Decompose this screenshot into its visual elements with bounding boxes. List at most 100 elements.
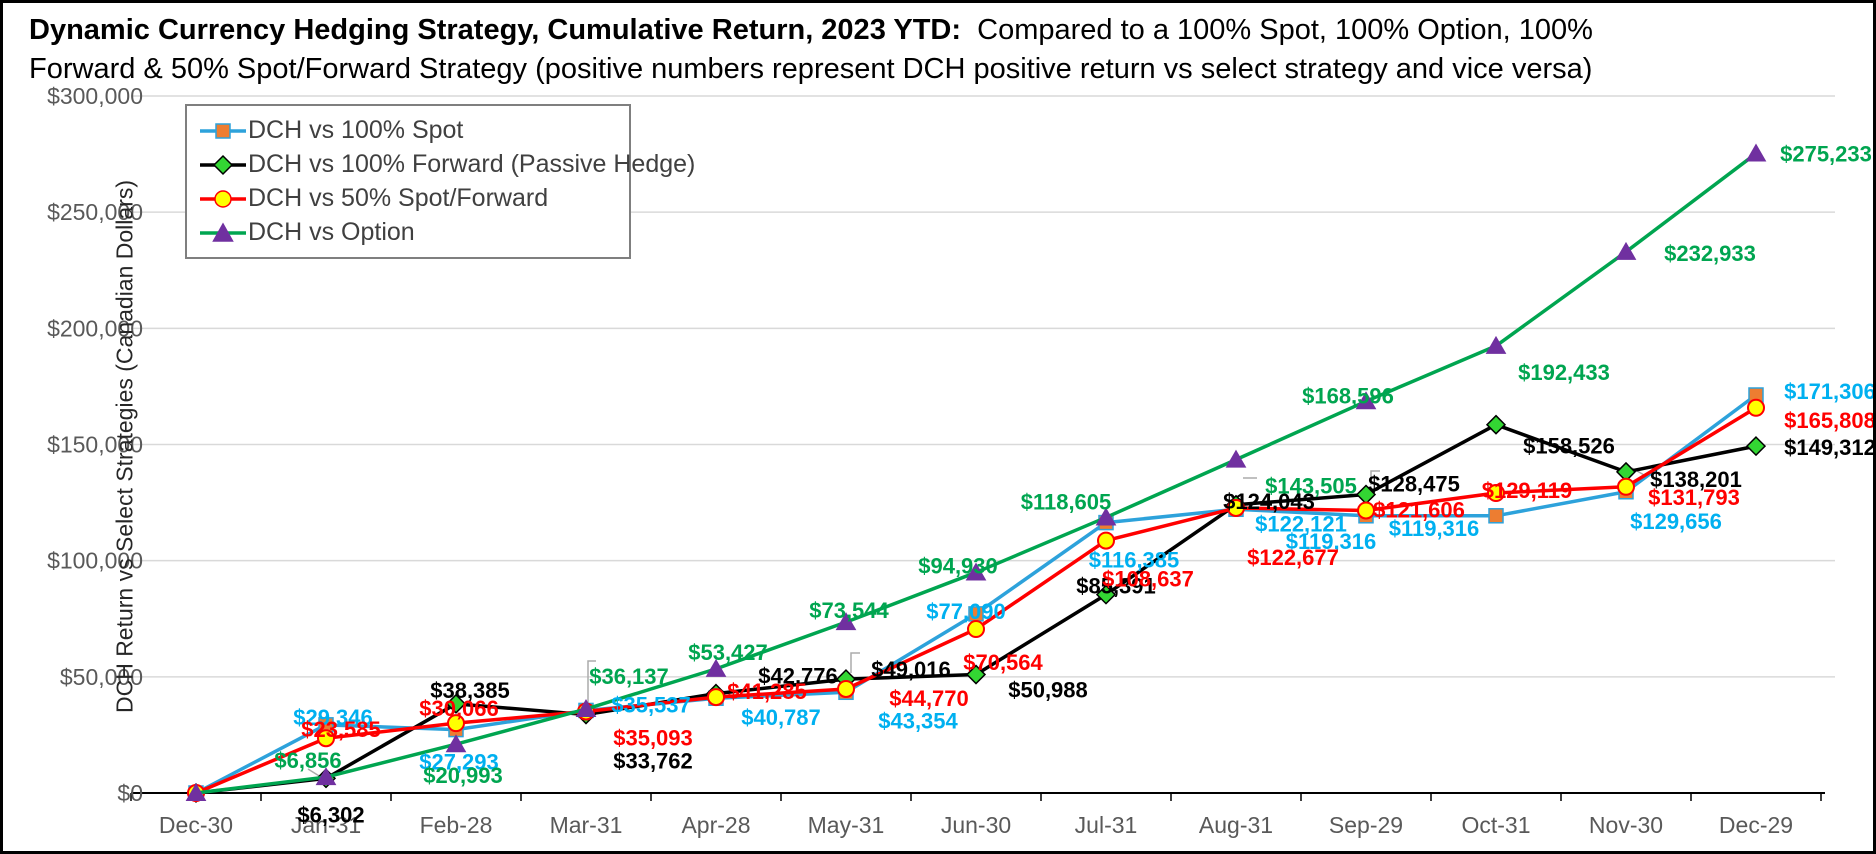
data-label: $108,637 (1102, 567, 1194, 592)
legend-item-2: DCH vs 100% Forward (Passive Hedge) (199, 149, 695, 180)
circle-marker (317, 729, 335, 748)
data-label: $77,090 (926, 599, 1006, 624)
label-leader-line (850, 652, 860, 673)
legend-swatch-square (200, 122, 246, 139)
data-label: $165,808 (1784, 408, 1876, 433)
y-axis-title: DCH Return vs Select Strategies (Canadia… (111, 179, 138, 714)
data-label: $35,093 (613, 725, 693, 750)
data-label: $118,605 (1021, 489, 1112, 514)
x-tick-label: Mar-31 (550, 812, 623, 838)
legend-item-4: DCH vs Option (199, 217, 619, 248)
data-label: $124,043 (1223, 489, 1315, 514)
y-tick-label: $250,000 (47, 199, 143, 225)
legend-item-1: DCH vs 100% Spot (199, 115, 619, 146)
x-tick-label: Dec-29 (1719, 812, 1793, 838)
x-tick-label: May-31 (808, 812, 885, 838)
data-label: $41,285 (727, 679, 807, 704)
data-label: $275,233 (1780, 142, 1872, 167)
data-label: $138,201 (1650, 467, 1742, 492)
x-tick-label: Dec-30 (159, 812, 233, 838)
circle-marker (707, 688, 725, 707)
diamond-marker (965, 664, 987, 685)
data-label: $119,316 (1286, 529, 1377, 554)
circle-marker (967, 620, 985, 639)
data-label: $192,433 (1518, 360, 1610, 385)
diamond-marker (1745, 436, 1767, 457)
circle-marker (837, 679, 855, 698)
triangle-marker-icon (212, 221, 234, 242)
x-tick-label: Feb-28 (420, 812, 493, 838)
circle-marker (1357, 501, 1375, 520)
triangle-marker (315, 767, 337, 786)
data-label: $129,656 (1630, 509, 1722, 534)
data-label: $6,302 (297, 802, 364, 827)
chart-title-rest: Compared to a 100% Spot, 100% Option, 10… (29, 14, 1602, 85)
triangle-marker (185, 782, 207, 801)
data-label: $49,016 (871, 657, 951, 682)
chart-title: Dynamic Currency Hedging Strategy, Cumul… (29, 11, 1609, 89)
triangle-marker (1095, 507, 1117, 526)
data-label: $50,988 (1008, 678, 1088, 703)
legend-swatch-diamond (200, 154, 246, 175)
circle-marker (1747, 398, 1765, 417)
x-tick-label: Apr-28 (681, 812, 750, 838)
circle-marker (1617, 477, 1635, 496)
label-leader-line (587, 660, 596, 703)
legend-swatch-circle (200, 189, 246, 208)
data-label: $27,293 (419, 750, 499, 775)
label-leader-line (1370, 470, 1380, 485)
data-label: $121,606 (1373, 497, 1465, 522)
data-label: $70,564 (963, 650, 1043, 675)
series-line-1 (195, 393, 1758, 795)
triangle-marker (575, 699, 597, 718)
triangle-marker (1225, 449, 1247, 468)
data-label: $122,677 (1247, 545, 1339, 570)
data-label: $128,475 (1368, 472, 1460, 497)
data-label: $38,385 (430, 678, 510, 703)
data-label: $149,312 (1784, 435, 1876, 460)
data-label: $116,385 (1089, 548, 1180, 573)
triangle-marker (1615, 241, 1637, 260)
y-tick-label: $50,000 (60, 664, 143, 690)
legend-label: DCH vs 100% Forward (Passive Hedge) (248, 150, 696, 178)
data-label: $53,427 (688, 640, 768, 665)
data-label: $23,585 (301, 717, 381, 742)
circle-marker-icon (214, 189, 232, 208)
data-label: $143,505 (1265, 474, 1357, 499)
data-label: $35,537 (611, 692, 691, 717)
data-label: $168,596 (1302, 383, 1394, 408)
legend: DCH vs 100% Spot DCH vs 100% Forward (Pas… (185, 104, 695, 259)
chart-title-bold: Dynamic Currency Hedging Strategy, Cumul… (29, 14, 962, 46)
circle-marker (1487, 484, 1505, 503)
y-tick-label: $100,000 (47, 548, 143, 574)
x-tick-label: Sep-29 (1329, 812, 1403, 838)
data-label: $44,770 (889, 686, 969, 711)
y-tick-label: $0 (117, 780, 143, 806)
x-tick-label: Jun-30 (941, 812, 1011, 838)
legend-label: DCH vs 100% Spot (248, 116, 464, 144)
data-label: $36,137 (589, 664, 669, 689)
data-label: $94,930 (918, 553, 998, 578)
data-label: $122,121 (1255, 511, 1347, 536)
triangle-marker (1745, 143, 1767, 162)
x-tick-label: Jul-31 (1075, 812, 1138, 838)
data-label: $43,354 (878, 708, 958, 733)
circle-marker (447, 714, 465, 733)
data-label: $85,391 (1076, 574, 1156, 599)
square-marker-icon (215, 122, 231, 139)
circle-marker (1097, 531, 1115, 550)
triangle-marker (965, 562, 987, 581)
line-chart: $0 $50,000 $100,000 $150,000 $200,000 $250,00… (47, 83, 1876, 838)
data-label: $73,544 (809, 598, 889, 623)
triangle-marker (1355, 391, 1377, 410)
square-marker (1488, 508, 1504, 524)
y-tick-label: $200,000 (47, 315, 143, 341)
triangle-marker (705, 658, 727, 677)
legend-item-3: DCH vs 50% Spot/Forward (199, 183, 619, 214)
data-label: $40,787 (741, 705, 821, 730)
data-label: $30,066 (419, 696, 499, 721)
data-label: $171,306 (1784, 379, 1876, 404)
diamond-marker-icon (212, 154, 234, 175)
data-label: $33,762 (613, 749, 693, 774)
